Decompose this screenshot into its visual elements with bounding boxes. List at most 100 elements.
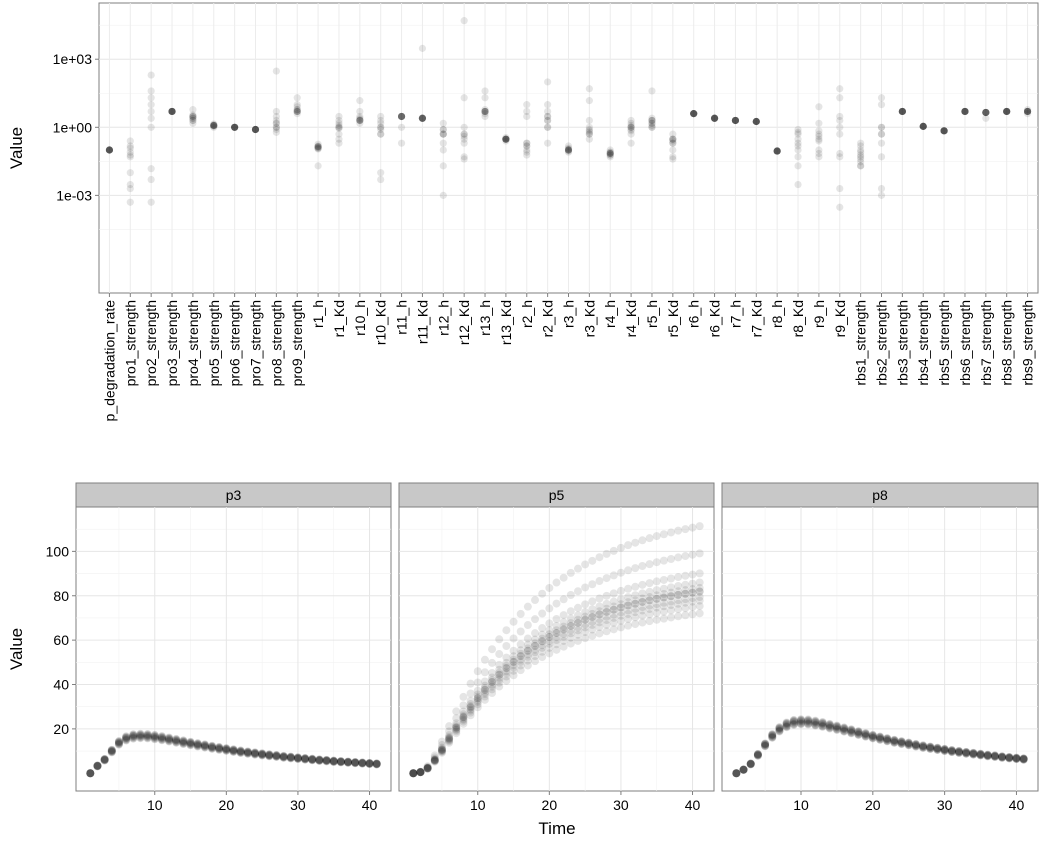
timecourse-point [638,606,647,615]
timecourse-point [308,755,317,764]
timecourse-point [559,595,568,604]
timecourse-point [165,737,174,746]
timecourse-point [566,639,575,648]
parameter-point [544,112,552,121]
parameter-point [982,108,990,117]
parameter-point [293,110,301,118]
parameter-point [105,146,114,154]
timecourse-point [667,592,676,601]
parameter-point [669,155,677,163]
timecourse-point [480,685,489,694]
timecourse-point [308,755,317,764]
timecourse-point [143,731,152,740]
top-x-tick-label: rbs2_strength [874,300,890,386]
parameter-point [397,112,406,121]
timecourse-point [559,618,568,627]
timecourse-point [659,556,668,565]
timecourse-point [423,764,432,773]
timecourse-point [933,744,942,753]
timecourse-point [495,665,504,674]
parameter-point [356,119,364,127]
parameter-point [669,135,677,143]
timecourse-point [272,752,281,761]
timecourse-point [552,629,561,638]
timecourse-point [761,740,770,749]
facet-strip-p5 [398,482,715,508]
parameter-point [585,85,593,93]
timecourse-point [1005,753,1014,762]
parameter-point [397,112,406,121]
timecourse-point [674,526,683,535]
timecourse-point [243,749,252,758]
timecourse-point [286,753,295,762]
timecourse-point [789,719,798,728]
timecourse-point [157,733,166,742]
timecourse-point [904,741,913,750]
timecourse-point [566,621,575,630]
timecourse-point [761,739,770,748]
parameter-point [1003,107,1011,116]
timecourse-point [344,757,353,766]
timecourse-point [100,756,109,765]
timecourse-point [761,740,770,749]
timecourse-point [825,721,834,730]
timecourse-point [308,754,317,763]
parameter-point [815,103,823,111]
timecourse-point [107,747,116,756]
facet-x-tick-label: 10 [470,797,486,813]
timecourse-point [279,753,288,762]
timecourse-point [545,643,554,652]
parameter-point [690,110,698,118]
timecourse-point [179,737,188,746]
parameter-point [397,112,406,121]
parameter-point [648,116,656,125]
parameter-point [460,130,468,138]
timecourse-point [157,736,166,745]
timecourse-point [301,754,310,763]
timecourse-point [179,738,188,747]
timecourse-point [624,601,633,610]
timecourse-point [459,710,468,719]
parameter-point [690,110,698,118]
timecourse-point [962,748,971,757]
timecourse-point [208,744,217,753]
timecourse-point [466,700,475,709]
timecourse-point [789,718,798,727]
timecourse-point [208,744,217,753]
timecourse-point [365,759,374,768]
timecourse-point [638,603,647,612]
parameter-point [585,130,593,138]
timecourse-point [897,738,906,747]
parameter-point [314,162,322,170]
timecourse-point [868,731,877,740]
parameter-point [919,122,927,130]
timecourse-point [459,717,468,726]
parameter-point [481,107,489,116]
parameter-point [877,130,886,138]
timecourse-point [215,743,224,752]
timecourse-point [976,749,985,758]
timecourse-point [473,703,482,712]
timecourse-point [746,760,755,769]
timecourse-point [193,741,202,750]
timecourse-point [818,720,827,729]
timecourse-point [358,759,367,768]
timecourse-point [336,757,345,766]
timecourse-point [122,735,131,744]
parameter-point [877,130,886,138]
timecourse-point [229,747,238,756]
timecourse-point [208,743,217,752]
parameter-point [439,119,447,127]
timecourse-point [789,716,798,725]
timecourse-point [208,744,217,753]
timecourse-point [933,746,942,755]
timecourse-point [516,640,525,649]
timecourse-point [473,694,482,703]
parameter-point [898,107,906,116]
top-x-tick-label: r4_Kd [623,300,639,337]
timecourse-point [681,598,690,607]
timecourse-point [165,734,174,743]
parameter-point [648,116,656,125]
timecourse-point [1012,754,1021,763]
timecourse-point [466,703,475,712]
